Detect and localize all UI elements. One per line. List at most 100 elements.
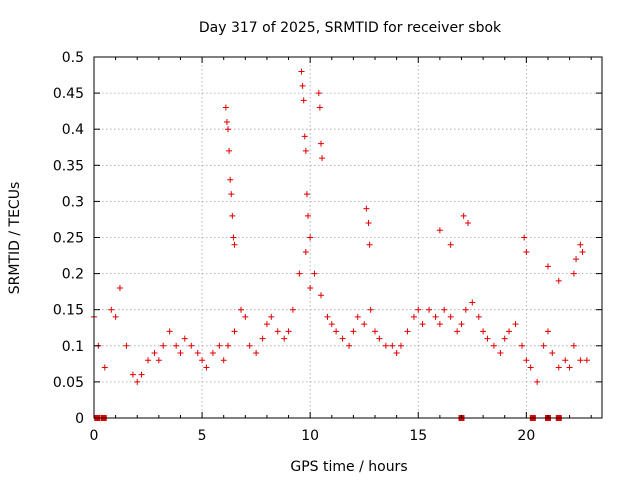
data-point [415, 306, 422, 313]
data-point [382, 342, 389, 349]
data-point [350, 328, 357, 335]
data-point [302, 248, 309, 255]
data-point [579, 248, 586, 255]
data-point [577, 241, 584, 248]
data-point [319, 155, 326, 162]
data-point [512, 321, 519, 328]
data-point [220, 357, 227, 364]
x-tick-label: 0 [90, 428, 99, 444]
data-point [166, 328, 173, 335]
data-point [328, 321, 335, 328]
data-point [225, 342, 232, 349]
data-point [227, 176, 234, 183]
x-tick-label: 5 [198, 428, 207, 444]
data-point [253, 350, 260, 357]
data-point [307, 285, 314, 292]
data-point [523, 357, 530, 364]
data-point [366, 241, 373, 248]
data-point [432, 313, 439, 320]
data-point [404, 328, 411, 335]
data-point [333, 328, 340, 335]
data-point [521, 234, 528, 241]
data-point [577, 357, 584, 364]
data-point [519, 342, 526, 349]
data-point [231, 241, 238, 248]
data-point [506, 328, 513, 335]
data-point [242, 313, 249, 320]
data-point [285, 328, 292, 335]
data-point [129, 371, 136, 378]
data-point [573, 256, 580, 263]
data-point [317, 292, 324, 299]
data-point [188, 342, 195, 349]
data-point [544, 328, 551, 335]
chart-title: Day 317 of 2025, SRMTID for receiver sbo… [199, 20, 502, 36]
y-tick-label: 0.1 [62, 339, 84, 355]
data-point [300, 97, 307, 104]
data-point [315, 90, 322, 97]
data-point [155, 357, 162, 364]
data-point [181, 335, 188, 342]
data-point [436, 227, 443, 234]
data-point [454, 328, 461, 335]
data-point [447, 313, 454, 320]
data-point [490, 342, 497, 349]
data-point [501, 335, 508, 342]
y-tick-label: 0.35 [53, 158, 84, 174]
data-point [116, 285, 123, 292]
data-point [566, 364, 573, 371]
data-point [194, 350, 201, 357]
y-tick-label: 0.15 [53, 303, 84, 319]
data-point [274, 328, 281, 335]
y-axis-label: SRMTID / TECUs [7, 182, 23, 295]
data-point [299, 82, 306, 89]
data-point [475, 313, 482, 320]
data-point [209, 350, 216, 357]
data-point [354, 313, 361, 320]
data-point [497, 350, 504, 357]
data-point [469, 299, 476, 306]
data-point [410, 313, 417, 320]
data-point [570, 342, 577, 349]
data-point [365, 220, 372, 227]
data-point [363, 205, 370, 212]
data-point [372, 328, 379, 335]
data-point [230, 234, 237, 241]
data-point [303, 191, 310, 198]
x-tick-label: 20 [517, 428, 535, 444]
data-point [480, 328, 487, 335]
data-point [226, 147, 233, 154]
data-point [268, 313, 275, 320]
y-tick-label: 0.2 [62, 267, 84, 283]
x-axis-label: GPS time / hours [290, 459, 407, 475]
data-point [376, 335, 383, 342]
data-point [389, 342, 396, 349]
data-point [216, 342, 223, 349]
data-point [583, 357, 590, 364]
data-point [203, 364, 210, 371]
data-point [361, 321, 368, 328]
data-point [346, 342, 353, 349]
data-point [527, 364, 534, 371]
y-tick-label: 0.3 [62, 194, 84, 210]
data-point [562, 357, 569, 364]
data-point [229, 212, 236, 219]
data-point [151, 350, 158, 357]
data-point [134, 378, 141, 385]
data-point [108, 306, 115, 313]
data-point [311, 270, 318, 277]
data-point [393, 350, 400, 357]
data-point [199, 357, 206, 364]
y-tick-label: 0.45 [53, 86, 84, 102]
data-point [138, 371, 145, 378]
data-point [123, 342, 130, 349]
data-point [460, 212, 467, 219]
data-point [228, 191, 235, 198]
data-point [549, 350, 556, 357]
data-point [301, 133, 308, 140]
x-tick-label: 10 [301, 428, 319, 444]
data-point [317, 140, 324, 147]
data-point [223, 118, 230, 125]
data-point [458, 321, 465, 328]
data-point [540, 342, 547, 349]
